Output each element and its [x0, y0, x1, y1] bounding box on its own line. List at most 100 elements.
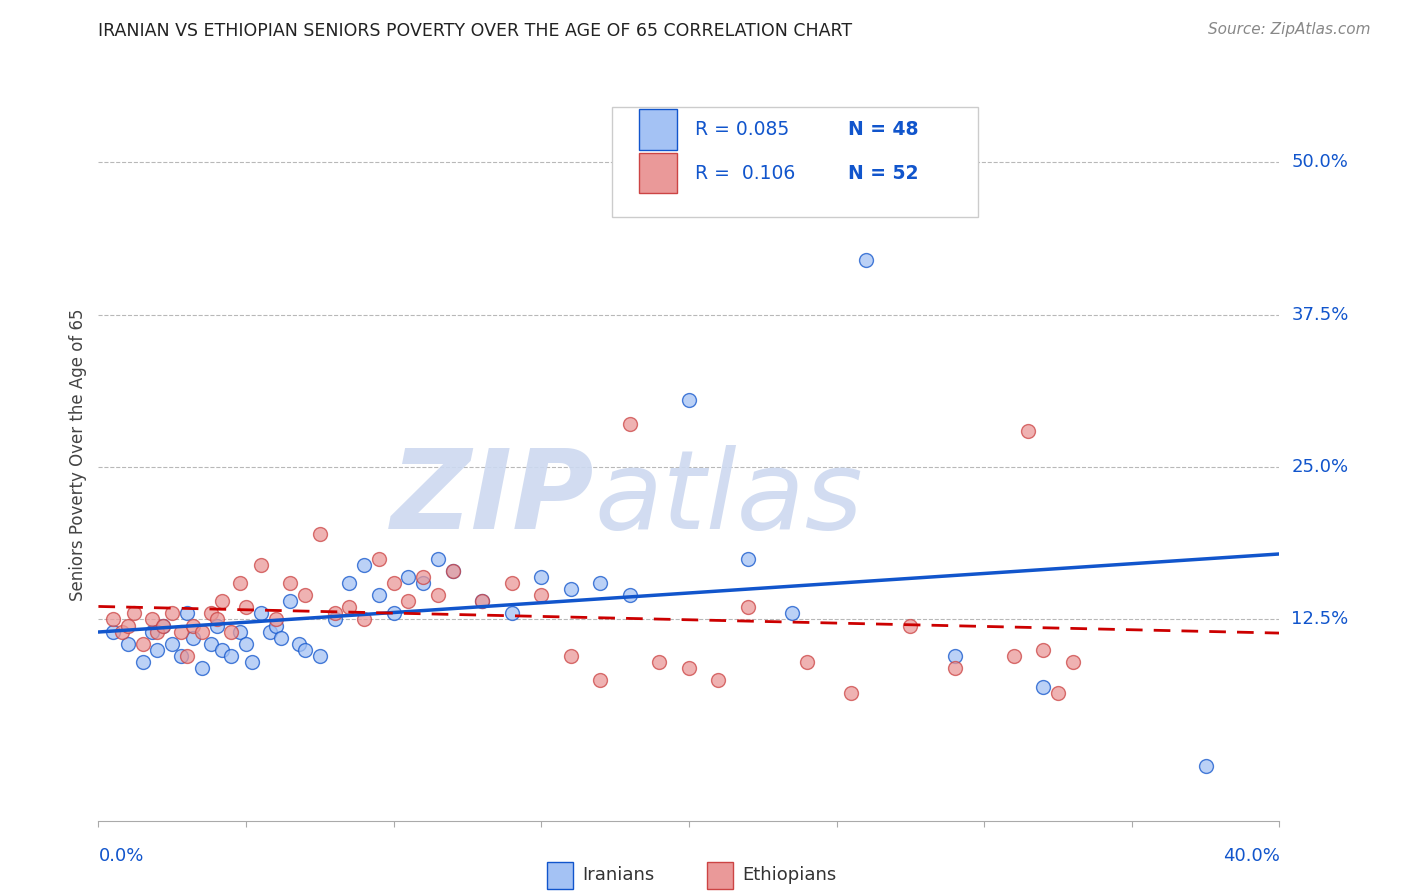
Point [427, 551, 450, 566]
Text: N = 52: N = 52 [848, 164, 920, 183]
Point [235, 637, 257, 651]
Point [200, 607, 222, 621]
Point [382, 576, 405, 591]
Bar [547, 862, 574, 889]
Point [264, 613, 287, 627]
Text: R = 0.085: R = 0.085 [695, 120, 789, 139]
Point [181, 631, 204, 645]
Point [181, 618, 204, 632]
Point [368, 588, 391, 602]
Point [191, 661, 214, 675]
Point [146, 643, 169, 657]
Point [353, 613, 375, 627]
Point [839, 686, 862, 700]
Point [205, 613, 228, 627]
Point [796, 655, 818, 669]
Point [211, 643, 233, 657]
Point [1062, 655, 1084, 669]
Text: 0.0%: 0.0% [98, 847, 143, 865]
Point [619, 588, 641, 602]
Point [250, 558, 273, 572]
Point [943, 661, 966, 675]
Bar [640, 110, 678, 150]
Point [1046, 686, 1069, 700]
Point [678, 393, 700, 408]
Point [294, 643, 316, 657]
Text: 40.0%: 40.0% [1223, 847, 1279, 865]
Point [309, 649, 332, 664]
Text: Ethiopians: Ethiopians [742, 866, 837, 885]
Point [412, 576, 434, 591]
Point [170, 624, 193, 639]
Point [205, 618, 228, 632]
Point [427, 588, 450, 602]
Point [117, 637, 139, 651]
Point [1032, 680, 1054, 694]
Point [530, 570, 553, 584]
Text: 25.0%: 25.0% [1291, 458, 1348, 476]
Point [309, 527, 332, 541]
Point [240, 655, 263, 669]
Point [707, 673, 730, 688]
Point [412, 570, 434, 584]
Point [337, 576, 360, 591]
Point [146, 624, 169, 639]
Y-axis label: Seniors Poverty Over the Age of 65: Seniors Poverty Over the Age of 65 [69, 309, 87, 601]
FancyBboxPatch shape [612, 108, 979, 218]
Point [152, 618, 174, 632]
Text: N = 48: N = 48 [848, 120, 920, 139]
Point [323, 607, 346, 621]
Text: Iranians: Iranians [582, 866, 655, 885]
Point [900, 618, 922, 632]
Text: IRANIAN VS ETHIOPIAN SENIORS POVERTY OVER THE AGE OF 65 CORRELATION CHART: IRANIAN VS ETHIOPIAN SENIORS POVERTY OVE… [98, 22, 852, 40]
Point [162, 607, 183, 621]
Point [132, 637, 155, 651]
Point [264, 618, 287, 632]
Point [560, 582, 582, 596]
Point [337, 600, 360, 615]
Point [353, 558, 375, 572]
Point [152, 618, 174, 632]
Point [294, 588, 316, 602]
Point [382, 607, 405, 621]
Point [141, 624, 163, 639]
Point [396, 594, 419, 608]
Point [737, 600, 759, 615]
Point [250, 607, 273, 621]
Point [122, 607, 145, 621]
Point [162, 637, 183, 651]
Point [278, 576, 302, 591]
Point [1195, 758, 1218, 772]
Point [235, 600, 257, 615]
Point [782, 607, 804, 621]
Point [471, 594, 494, 608]
Point [501, 576, 523, 591]
Point [200, 637, 222, 651]
Point [278, 594, 302, 608]
Text: ZIP: ZIP [391, 445, 595, 552]
Point [589, 673, 612, 688]
Point [737, 551, 759, 566]
Text: Source: ZipAtlas.com: Source: ZipAtlas.com [1208, 22, 1371, 37]
Point [176, 607, 198, 621]
Point [678, 661, 700, 675]
Point [219, 649, 242, 664]
Point [117, 618, 139, 632]
Point [288, 637, 311, 651]
Point [259, 624, 281, 639]
Point [103, 624, 125, 639]
Point [471, 594, 494, 608]
Point [270, 631, 292, 645]
Bar [707, 862, 733, 889]
Point [1032, 643, 1054, 657]
Text: R =  0.106: R = 0.106 [695, 164, 796, 183]
Point [1002, 649, 1025, 664]
Text: 50.0%: 50.0% [1291, 153, 1348, 171]
Point [229, 624, 252, 639]
Point [211, 594, 233, 608]
Point [619, 417, 641, 432]
Text: 37.5%: 37.5% [1291, 306, 1348, 324]
Point [132, 655, 155, 669]
Bar [640, 153, 678, 194]
Point [648, 655, 671, 669]
